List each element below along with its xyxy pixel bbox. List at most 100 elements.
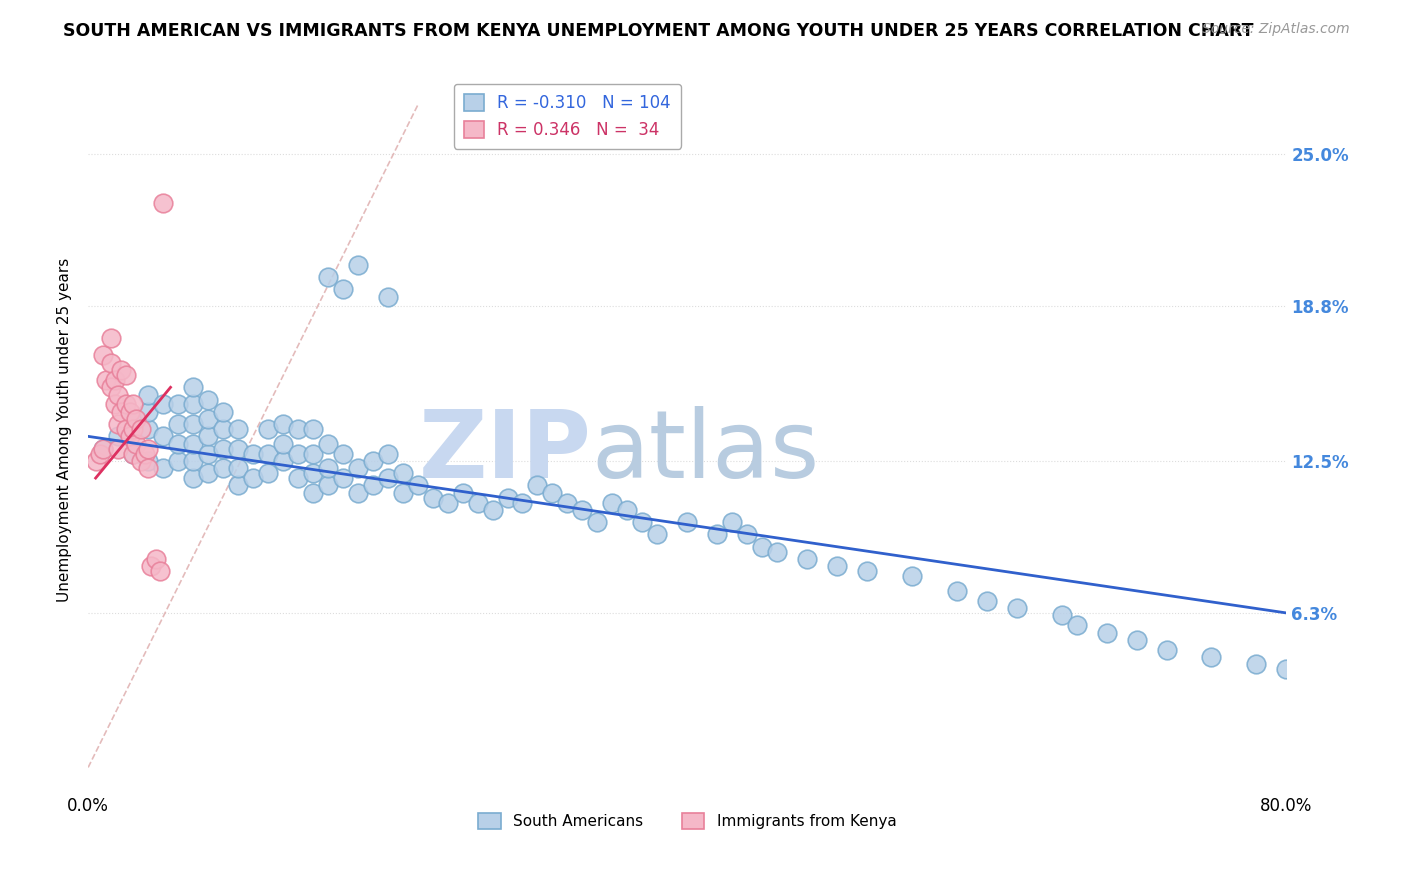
Point — [1050, 608, 1073, 623]
Point — [257, 466, 280, 480]
Point — [1275, 662, 1298, 676]
Point — [91, 442, 114, 456]
Point — [100, 380, 122, 394]
Point — [766, 544, 789, 558]
Point — [89, 446, 111, 460]
Point — [391, 466, 413, 480]
Point — [167, 397, 190, 411]
Point — [167, 454, 190, 468]
Point — [271, 417, 294, 431]
Point — [1201, 650, 1223, 665]
Point — [631, 515, 654, 529]
Point — [391, 485, 413, 500]
Point — [149, 564, 172, 578]
Point — [94, 373, 117, 387]
Point — [406, 478, 429, 492]
Point — [139, 559, 162, 574]
Point — [706, 527, 728, 541]
Point — [346, 485, 368, 500]
Point — [91, 442, 114, 456]
Point — [129, 454, 152, 468]
Text: SOUTH AMERICAN VS IMMIGRANTS FROM KENYA UNEMPLOYMENT AMONG YOUTH UNDER 25 YEARS : SOUTH AMERICAN VS IMMIGRANTS FROM KENYA … — [63, 22, 1254, 40]
Point — [212, 422, 235, 436]
Point — [136, 454, 159, 468]
Point — [271, 454, 294, 468]
Point — [301, 422, 323, 436]
Point — [316, 436, 339, 450]
Point — [107, 387, 129, 401]
Point — [136, 422, 159, 436]
Point — [181, 397, 204, 411]
Point — [197, 412, 219, 426]
Point — [152, 397, 174, 411]
Point — [1066, 618, 1088, 632]
Point — [136, 461, 159, 475]
Point — [120, 405, 142, 419]
Point — [332, 446, 354, 460]
Point — [125, 412, 148, 426]
Point — [377, 289, 399, 303]
Text: Source: ZipAtlas.com: Source: ZipAtlas.com — [1202, 22, 1350, 37]
Point — [481, 503, 503, 517]
Point — [181, 436, 204, 450]
Point — [796, 552, 818, 566]
Point — [136, 387, 159, 401]
Point — [316, 478, 339, 492]
Point — [197, 429, 219, 443]
Point — [361, 454, 384, 468]
Point — [197, 392, 219, 407]
Point — [167, 436, 190, 450]
Point — [145, 552, 167, 566]
Point — [212, 461, 235, 475]
Point — [100, 356, 122, 370]
Point — [332, 282, 354, 296]
Point — [676, 515, 699, 529]
Point — [436, 495, 458, 509]
Point — [122, 412, 145, 426]
Point — [212, 442, 235, 456]
Point — [122, 446, 145, 460]
Point — [125, 436, 148, 450]
Point — [451, 485, 474, 500]
Point — [332, 471, 354, 485]
Point — [129, 422, 152, 436]
Point — [301, 446, 323, 460]
Point — [181, 417, 204, 431]
Point — [136, 405, 159, 419]
Point — [616, 503, 638, 517]
Point — [226, 422, 249, 436]
Point — [110, 363, 132, 377]
Point — [346, 461, 368, 475]
Point — [976, 593, 998, 607]
Point — [602, 495, 624, 509]
Point — [110, 405, 132, 419]
Point — [512, 495, 534, 509]
Point — [226, 461, 249, 475]
Point — [346, 258, 368, 272]
Point — [257, 446, 280, 460]
Point — [496, 491, 519, 505]
Legend: South Americans, Immigrants from Kenya: South Americans, Immigrants from Kenya — [472, 806, 903, 835]
Point — [721, 515, 744, 529]
Point — [122, 446, 145, 460]
Point — [645, 527, 668, 541]
Point — [856, 564, 879, 578]
Point — [301, 466, 323, 480]
Point — [197, 446, 219, 460]
Point — [1005, 601, 1028, 615]
Point — [946, 583, 969, 598]
Point — [361, 478, 384, 492]
Point — [134, 446, 156, 460]
Point — [1156, 642, 1178, 657]
Point — [377, 446, 399, 460]
Point — [557, 495, 579, 509]
Point — [271, 436, 294, 450]
Point — [825, 559, 848, 574]
Point — [1246, 657, 1268, 672]
Point — [735, 527, 758, 541]
Point — [316, 461, 339, 475]
Point — [377, 471, 399, 485]
Point — [242, 446, 264, 460]
Point — [287, 471, 309, 485]
Point — [122, 397, 145, 411]
